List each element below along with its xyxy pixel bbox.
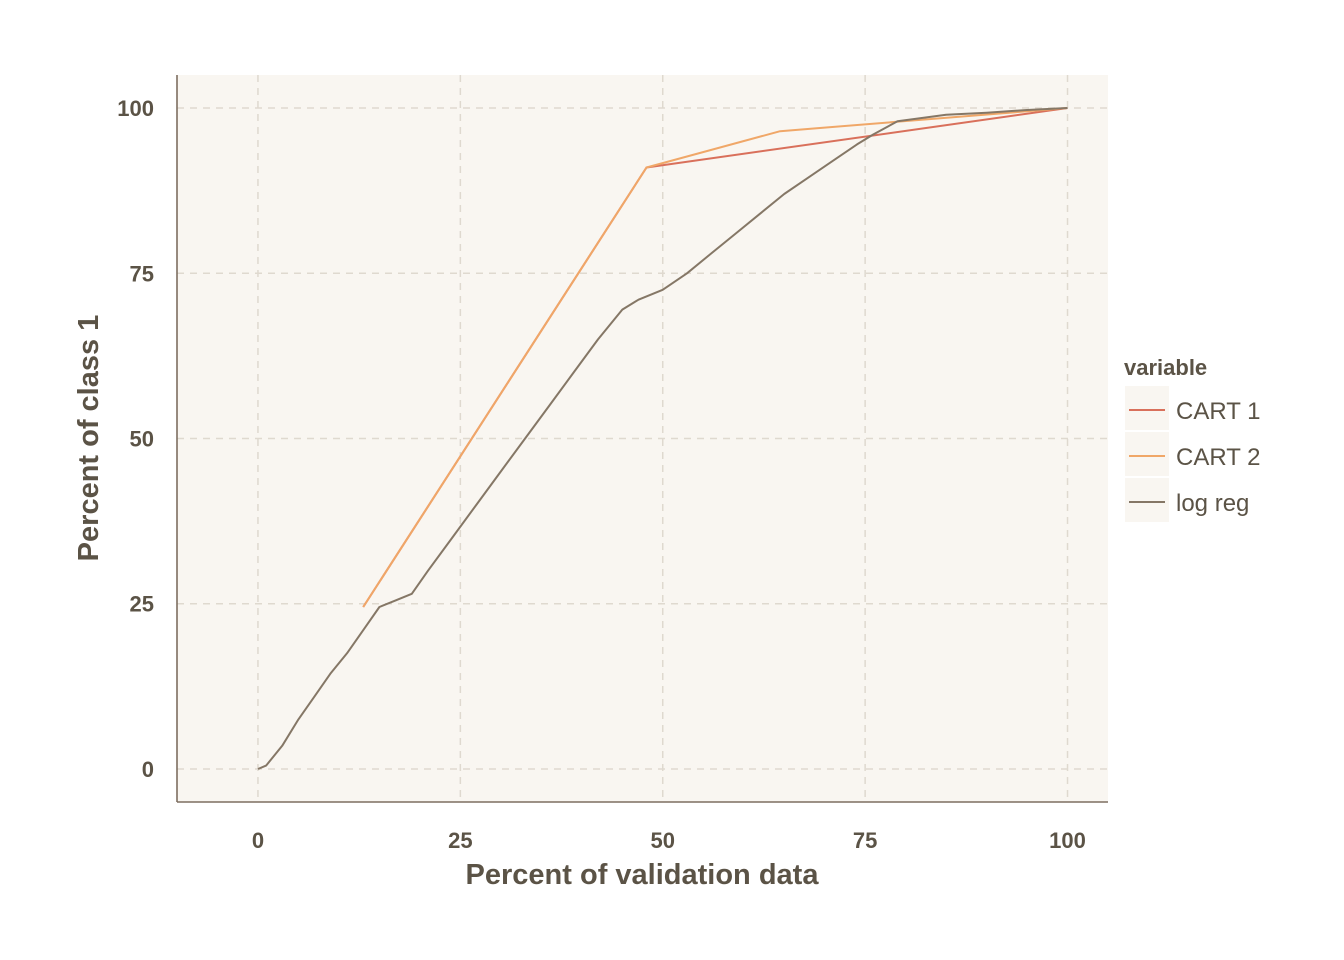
legend: variable CART 1 CART 2 log reg bbox=[1124, 355, 1260, 522]
x-tick-label: 0 bbox=[252, 828, 264, 853]
legend-key-box bbox=[1125, 478, 1169, 522]
y-axis-title: Percent of class 1 bbox=[73, 315, 105, 562]
legend-label: log reg bbox=[1176, 490, 1249, 517]
legend-title: variable bbox=[1124, 355, 1207, 380]
tick-labels: 0 25 50 75 100 0 25 50 75 100 bbox=[117, 96, 1086, 853]
y-tick-label: 25 bbox=[130, 592, 154, 617]
y-tick-label: 75 bbox=[130, 261, 154, 286]
x-tick-label: 50 bbox=[650, 828, 674, 853]
legend-label: CART 2 bbox=[1176, 444, 1260, 471]
series-lines bbox=[257, 107, 1068, 770]
y-tick-label: 0 bbox=[142, 757, 154, 782]
legend-key-box bbox=[1125, 432, 1169, 476]
plot-panel bbox=[177, 75, 1108, 802]
series-line-cart-2 bbox=[362, 107, 1068, 608]
series-line-log-reg bbox=[257, 107, 1068, 770]
y-tick-label: 50 bbox=[130, 427, 154, 452]
x-tick-label: 25 bbox=[448, 828, 472, 853]
x-tick-label: 75 bbox=[853, 828, 877, 853]
legend-key-box bbox=[1125, 386, 1169, 430]
x-tick-label: 100 bbox=[1049, 828, 1086, 853]
grid-lines bbox=[177, 75, 1108, 802]
y-tick-label: 100 bbox=[117, 96, 154, 121]
legend-label: CART 1 bbox=[1176, 398, 1260, 425]
x-axis-title: Percent of validation data bbox=[466, 859, 820, 891]
